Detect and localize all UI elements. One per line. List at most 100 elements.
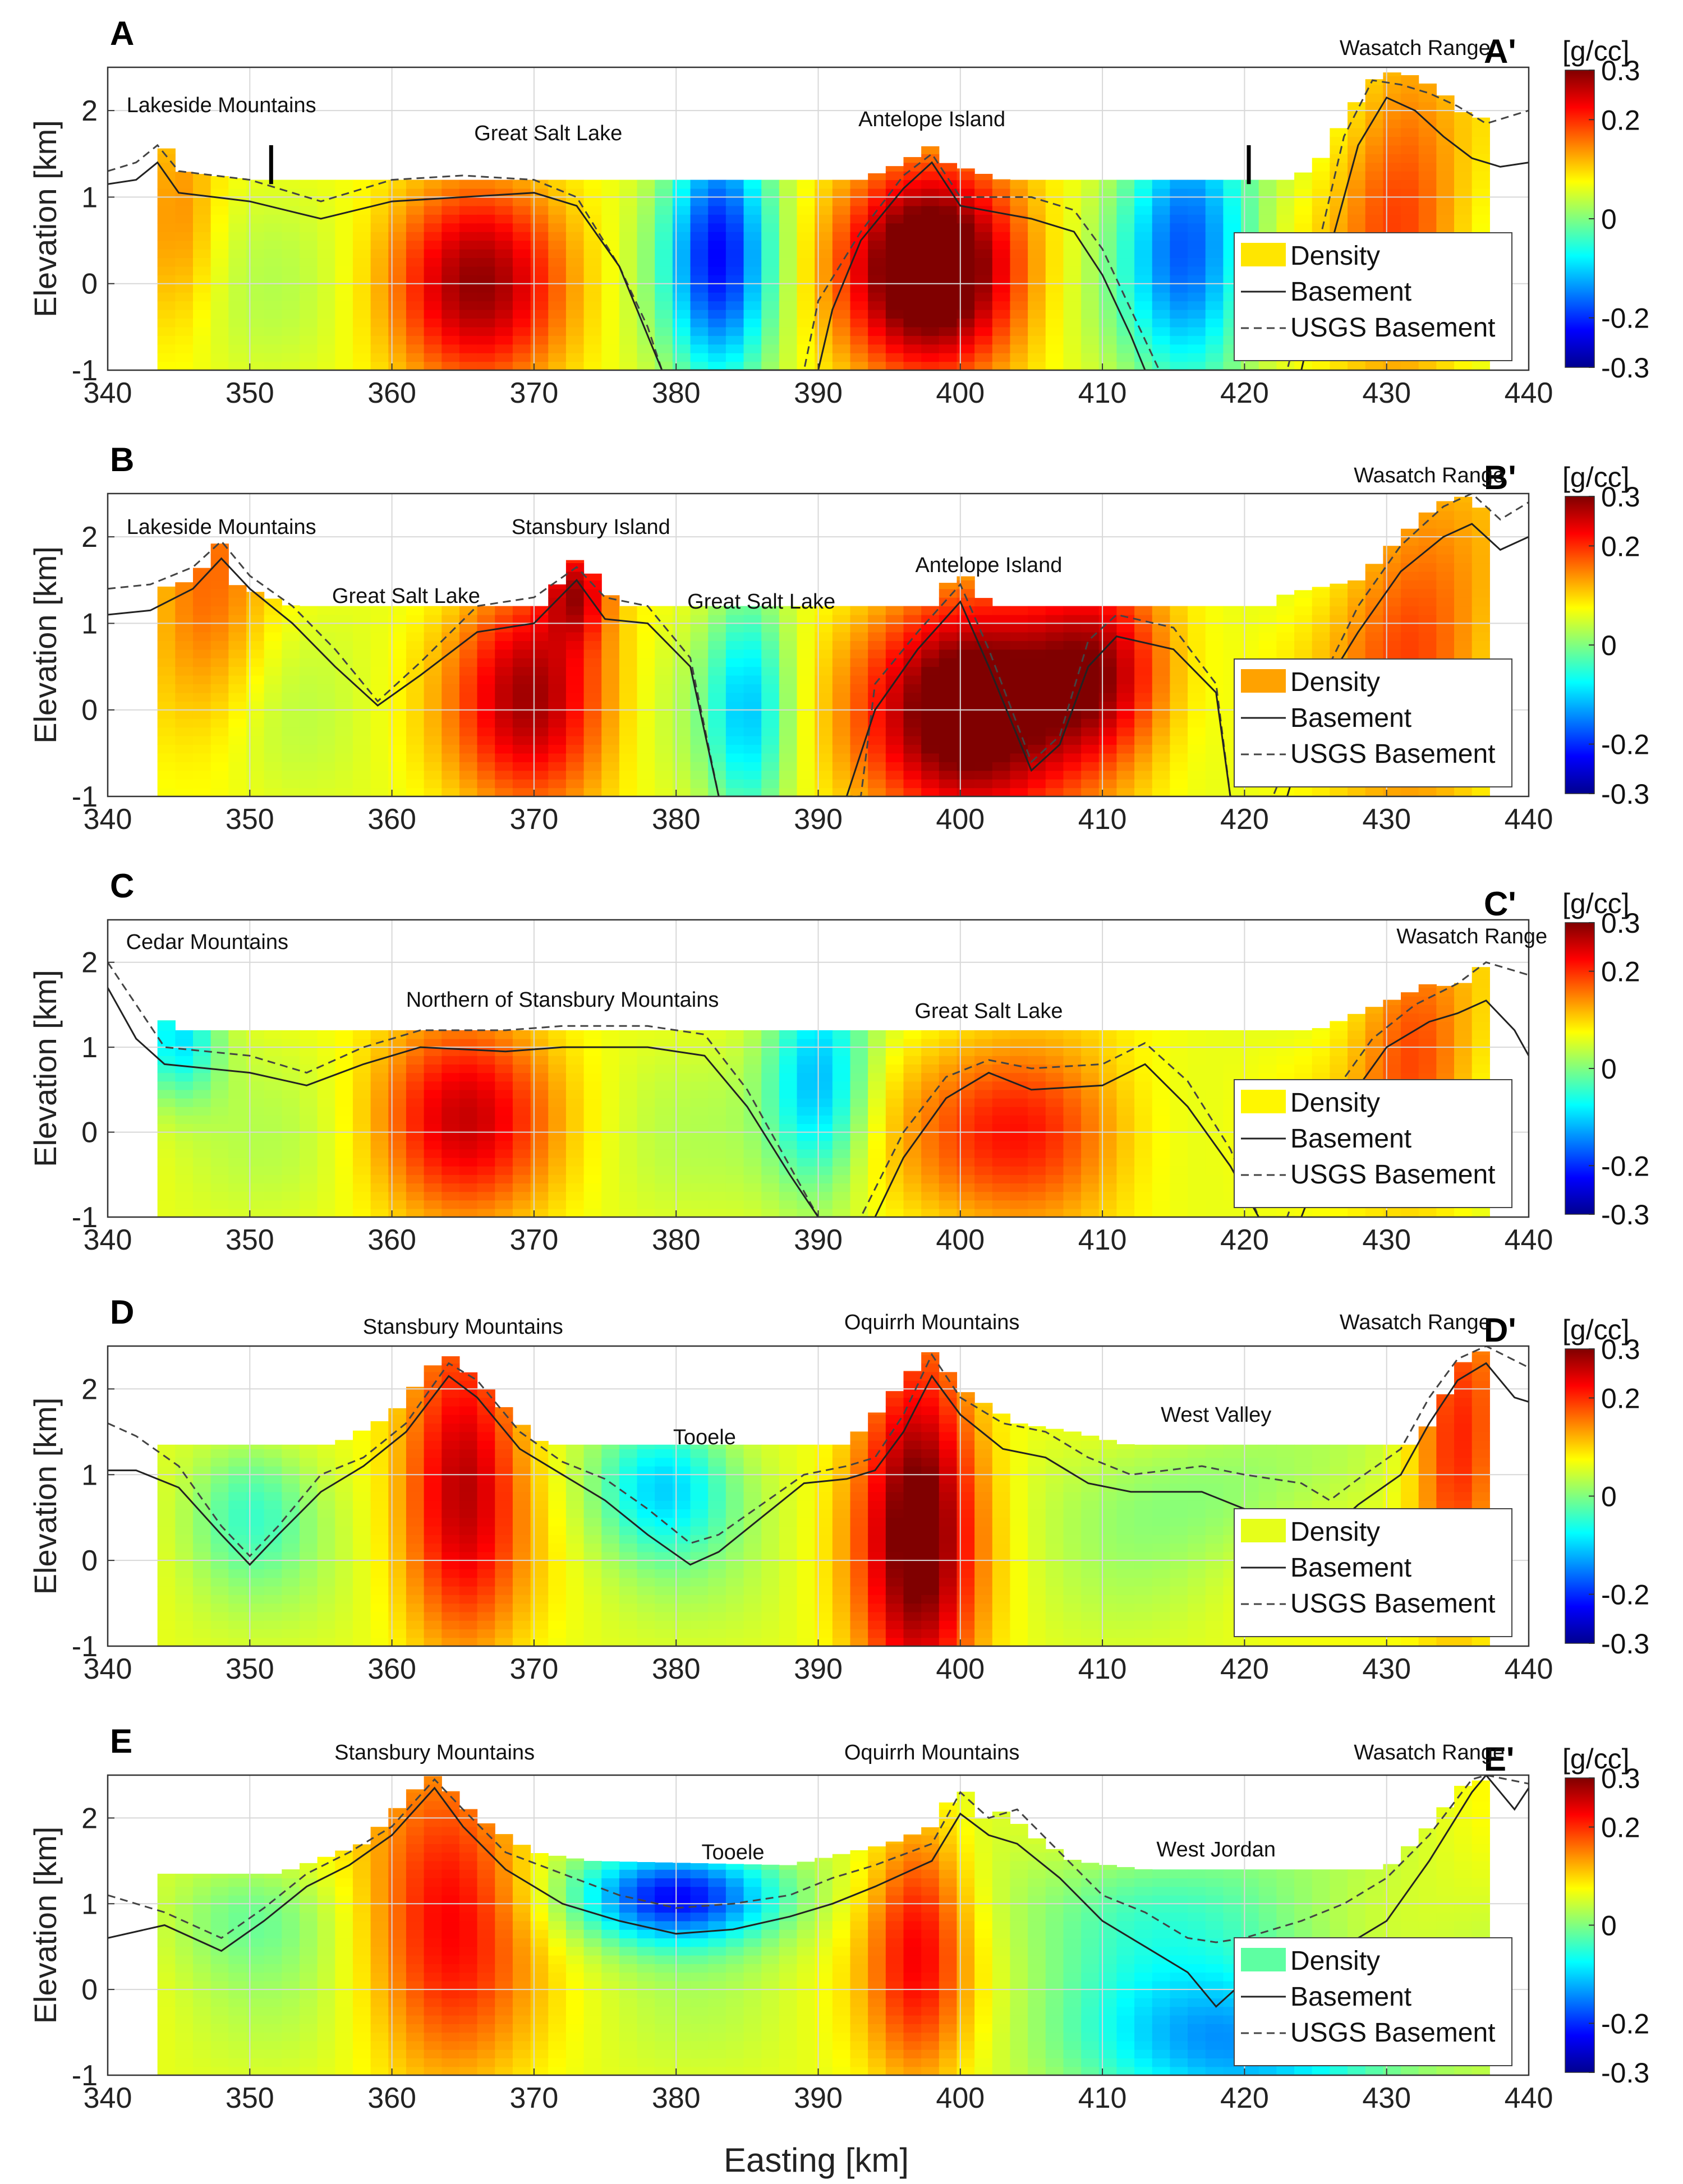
density-cell <box>885 171 904 181</box>
density-cell <box>1312 632 1330 641</box>
density-cell <box>992 361 1011 370</box>
density-cell <box>1045 249 1064 259</box>
density-cell <box>903 753 922 762</box>
density-cell <box>832 266 851 275</box>
density-cell <box>1188 318 1206 328</box>
density-cell <box>192 179 211 189</box>
density-cell <box>228 353 247 362</box>
density-cell <box>157 1132 176 1141</box>
density-cell <box>1081 744 1100 754</box>
density-cell <box>815 1107 833 1116</box>
density-cell <box>352 301 371 310</box>
density-cell <box>957 1191 975 1201</box>
density-cell <box>495 283 513 293</box>
density-cell <box>583 701 602 711</box>
density-cell <box>1170 310 1188 319</box>
density-cell <box>1170 606 1188 615</box>
density-cell <box>885 318 904 328</box>
density-cell <box>708 1208 726 1217</box>
density-cell <box>921 770 940 780</box>
density-cell <box>477 666 495 676</box>
density-cell <box>655 1081 673 1090</box>
density-cell <box>210 744 229 754</box>
density-cell <box>957 283 975 293</box>
density-cell <box>1134 1056 1153 1065</box>
density-cell <box>424 632 442 641</box>
density-cell <box>1045 214 1064 224</box>
density-cell <box>761 1039 780 1048</box>
density-cell <box>885 283 904 293</box>
density-cell <box>335 275 353 284</box>
density-cell <box>317 1174 335 1184</box>
density-cell <box>690 684 709 693</box>
density-cell <box>743 257 762 267</box>
density-cell <box>832 179 851 189</box>
density-cell <box>282 1072 300 1082</box>
density-cell <box>832 779 851 789</box>
density-cell <box>1348 171 1366 181</box>
density-cell <box>246 1200 265 1209</box>
density-cell <box>637 1208 655 1217</box>
density-cell <box>246 1166 265 1175</box>
density-cell <box>1098 718 1118 728</box>
density-cell <box>530 335 549 345</box>
density-cell <box>282 1191 300 1201</box>
density-cell <box>619 1149 638 1158</box>
density-cell <box>477 1115 495 1125</box>
density-cell <box>1098 1072 1118 1082</box>
density-cell <box>832 623 851 633</box>
density-cell <box>495 1174 513 1184</box>
density-cell <box>388 205 407 215</box>
density-cell <box>1010 615 1028 624</box>
density-cell <box>1312 787 1330 796</box>
density-cell <box>672 275 691 284</box>
density-cell <box>832 240 851 250</box>
density-cell <box>815 1132 833 1141</box>
density-cell <box>424 718 442 728</box>
density-cell <box>885 1166 904 1175</box>
density-cell <box>388 257 407 267</box>
density-cell <box>157 770 176 780</box>
density-cell <box>548 666 567 676</box>
density-cell <box>885 1030 904 1039</box>
density-cell <box>885 727 904 736</box>
density-cell <box>1081 692 1100 702</box>
density-cell <box>1205 744 1224 754</box>
density-cell <box>548 675 567 685</box>
density-cell <box>477 335 495 345</box>
density-cell <box>406 666 425 676</box>
density-cell <box>228 344 247 353</box>
density-cell <box>974 1166 993 1175</box>
density-cell <box>1028 1123 1046 1133</box>
density-cell <box>175 632 194 641</box>
density-cell <box>939 666 958 676</box>
density-cell <box>779 1047 798 1056</box>
density-cell <box>655 1072 673 1082</box>
density-cell <box>743 1064 762 1073</box>
density-cell <box>1045 770 1064 780</box>
place-label: Wasatch Range <box>1340 36 1491 60</box>
density-cell <box>210 701 229 711</box>
density-cell <box>459 266 478 275</box>
density-cell <box>459 1039 478 1048</box>
density-cell <box>264 787 282 796</box>
density-cell <box>1063 641 1082 650</box>
density-cell <box>868 1183 886 1192</box>
density-cell <box>672 344 691 353</box>
density-cell <box>1081 361 1100 370</box>
density-cell <box>850 1039 868 1048</box>
density-cell <box>1472 214 1490 224</box>
density-cell <box>565 744 585 754</box>
density-cell <box>974 1132 993 1141</box>
density-cell <box>655 205 673 215</box>
density-cell <box>442 344 460 353</box>
density-cell <box>210 318 229 328</box>
density-cell <box>1134 1072 1153 1082</box>
density-cell <box>690 301 709 310</box>
density-cell <box>903 353 922 362</box>
density-cell <box>1028 787 1046 796</box>
density-cell <box>1401 223 1419 232</box>
density-cell <box>424 709 442 719</box>
density-cell <box>1258 649 1277 658</box>
